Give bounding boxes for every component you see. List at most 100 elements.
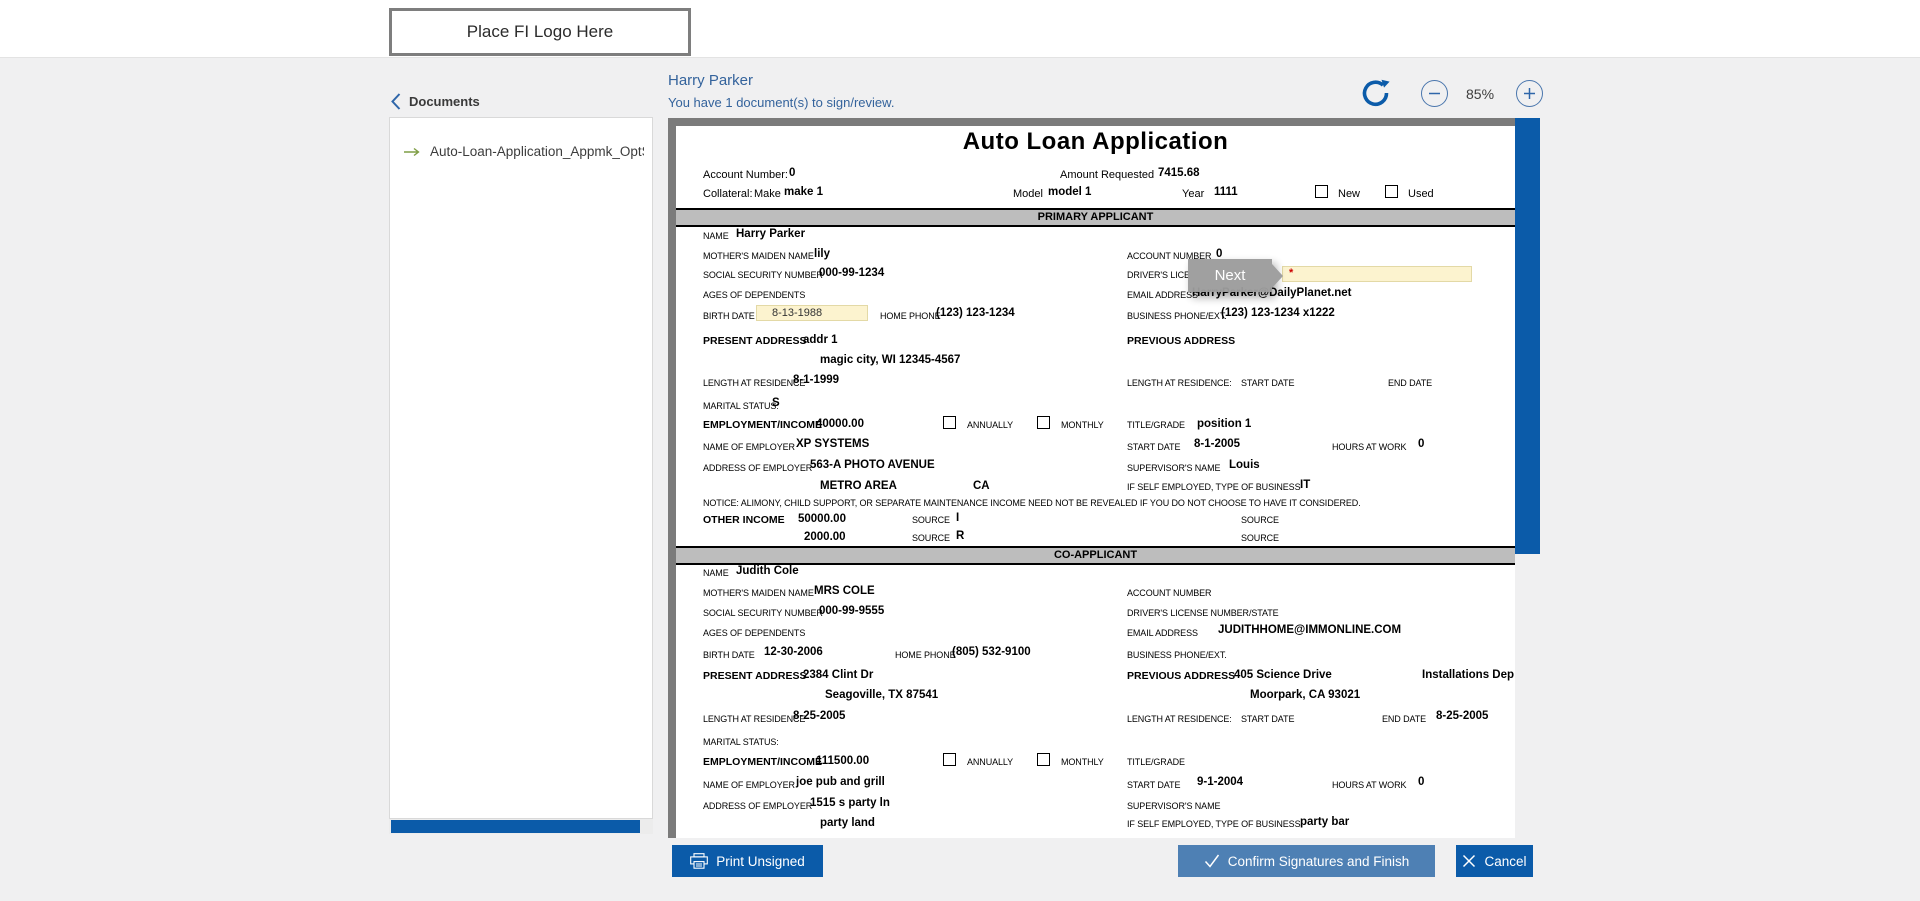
print-unsigned-button[interactable]: Print Unsigned: [672, 845, 823, 877]
model-label: Model: [1013, 188, 1043, 200]
co-income: 111500.00: [816, 755, 870, 767]
documents-back-button[interactable]: Documents: [391, 93, 480, 110]
self-employed-label: IF SELF EMPLOYED, TYPE OF BUSINESS: [1127, 482, 1301, 492]
length-at-residence-label: LENGTH AT RESIDENCE: [703, 378, 806, 388]
primary-applicant-band: PRIMARY APPLICANT: [676, 208, 1515, 227]
address-of-employer-label: ADDRESS OF EMPLOYER: [703, 463, 813, 473]
cancel-button[interactable]: Cancel: [1456, 845, 1533, 877]
co-email: JUDITHHOME@IMMONLINE.COM: [1218, 624, 1402, 636]
co-email-label: EMAIL ADDRESS: [1127, 628, 1198, 638]
fi-logo-placeholder: Place FI Logo Here: [389, 8, 691, 56]
co-employer-label: NAME OF EMPLOYER: [703, 780, 795, 790]
make-label: Make: [754, 188, 781, 200]
document-list-item[interactable]: Auto-Loan-Application_Appmk_OptS: [404, 144, 644, 159]
primary-supervisor: Louis: [1229, 459, 1260, 471]
co-present-address-label: PRESENT ADDRESS: [703, 670, 807, 682]
year-value: 1111: [1214, 186, 1238, 198]
make-value: make 1: [784, 186, 824, 198]
primary-home-phone: (123) 123-1234: [936, 307, 1015, 319]
co-employer: joe pub and grill: [796, 776, 885, 788]
alimony-notice: NOTICE: ALIMONY, CHILD SUPPORT, OR SEPAR…: [703, 498, 1361, 508]
employment-income-label: EMPLOYMENT/INCOME: [703, 419, 823, 431]
confirm-signatures-button[interactable]: Confirm Signatures and Finish: [1178, 845, 1435, 877]
home-phone-label: HOME PHONE: [880, 311, 941, 321]
marital-status-label: MARITAL STATUS:: [703, 401, 779, 411]
required-asterisk: *: [1289, 267, 1294, 279]
annually-label: ANNUALLY: [967, 420, 1014, 430]
co-present-address: 2384 Clint Dr: [803, 669, 874, 681]
source-label-4: SOURCE: [1241, 533, 1279, 543]
co-home-phone: (805) 532-9100: [952, 646, 1031, 658]
amount-requested-label: Amount Requested: [1060, 169, 1155, 181]
present-address-label: PRESENT ADDRESS: [703, 335, 807, 347]
model-value: model 1: [1048, 186, 1092, 198]
co-employment-label: EMPLOYMENT/INCOME: [703, 756, 823, 768]
co-self-employed-type: party bar: [1300, 816, 1350, 828]
viewer-vertical-scrollbar-thumb[interactable]: [1515, 118, 1540, 554]
collateral-label: Collateral:: [703, 188, 753, 200]
co-employer-address-label: ADDRESS OF EMPLOYER: [703, 801, 813, 811]
co-hours-at-work: 0: [1418, 776, 1425, 788]
co-hours-label: HOURS AT WORK: [1332, 780, 1407, 790]
primary-hours-at-work: 0: [1418, 438, 1425, 450]
primary-length-at-residence: 8-1-1999: [793, 374, 840, 386]
co-previous-address: 405 Science Drive: [1234, 669, 1332, 681]
sidebar-horizontal-scrollbar-thumb[interactable]: [391, 820, 640, 833]
zoom-out-button[interactable]: [1421, 80, 1448, 107]
signer-name: Harry Parker: [668, 72, 754, 89]
primary-business-phone: (123) 123-1234 x1222: [1221, 307, 1335, 319]
co-ssn-label: SOCIAL SECURITY NUMBER: [703, 608, 823, 618]
business-phone-label: BUSINESS PHONE/EXT.: [1127, 311, 1227, 321]
name-label: NAME: [703, 231, 729, 241]
name-of-employer-label: NAME OF EMPLOYER: [703, 442, 795, 452]
zoom-in-button[interactable]: [1516, 80, 1543, 107]
co-end-date-label: END DATE: [1382, 714, 1427, 724]
co-length-label: LENGTH AT RESIDENCE: [703, 714, 806, 724]
source-label-1: SOURCE: [912, 515, 950, 525]
co-annually-checkbox[interactable]: [943, 753, 956, 766]
co-present-address-2: Seagoville, TX 87541: [825, 689, 939, 701]
account-number-label: Account Number:: [703, 169, 788, 181]
co-supervisor-label: SUPERVISOR'S NAME: [1127, 801, 1221, 811]
primary-birth-date-field[interactable]: [756, 305, 868, 321]
checkmark-icon: [1204, 854, 1219, 868]
maiden-name-label: MOTHER'S MAIDEN NAME: [703, 251, 814, 261]
co-length-label-2: LENGTH AT RESIDENCE:: [1127, 714, 1232, 724]
chevron-left-icon: [391, 93, 401, 110]
sidebar-horizontal-scrollbar-track[interactable]: [389, 819, 653, 834]
minus-icon: [1429, 92, 1440, 95]
co-name-label: NAME: [703, 568, 729, 578]
next-field-button[interactable]: Next: [1188, 259, 1283, 292]
account-number-label-2: ACCOUNT NUMBER: [1127, 251, 1212, 261]
primary-drivers-license-field[interactable]: [1282, 266, 1472, 282]
used-checkbox[interactable]: [1385, 185, 1398, 198]
co-ages-label: AGES OF DEPENDENTS: [703, 628, 806, 638]
amount-requested-value: 7415.68: [1158, 167, 1200, 179]
refresh-icon[interactable]: [1360, 77, 1392, 109]
viewer-left-edge: [668, 126, 676, 838]
fi-logo-text: Place FI Logo Here: [466, 22, 614, 41]
primary-marital-status: S: [772, 397, 780, 409]
co-maiden-label: MOTHER'S MAIDEN NAME: [703, 588, 814, 598]
previous-address-label: PREVIOUS ADDRESS: [1127, 335, 1236, 347]
co-length-at-residence: 8-25-2005: [793, 710, 846, 722]
primary-maiden-name: lily: [814, 248, 830, 260]
title-grade-label: TITLE/GRADE: [1127, 420, 1185, 430]
top-bar: Place FI Logo Here: [0, 0, 1920, 58]
primary-other-income-1: 50000.00: [798, 513, 846, 525]
co-birth-date-label: BIRTH DATE: [703, 650, 755, 660]
year-label: Year: [1182, 188, 1205, 200]
co-self-employed-label: IF SELF EMPLOYED, TYPE OF BUSINESS: [1127, 819, 1301, 829]
viewer-top-scrollbar[interactable]: [668, 118, 1515, 126]
used-label: Used: [1408, 188, 1434, 200]
primary-name: Harry Parker: [736, 228, 806, 240]
document-page: Auto Loan Application Account Number: 0 …: [676, 126, 1515, 838]
new-checkbox[interactable]: [1315, 185, 1328, 198]
ssn-label: SOCIAL SECURITY NUMBER: [703, 270, 823, 280]
supervisor-label: SUPERVISOR'S NAME: [1127, 463, 1221, 473]
primary-annually-checkbox[interactable]: [943, 416, 956, 429]
primary-employer-address: 563-A PHOTO AVENUE: [810, 459, 935, 471]
start-date-label-2: START DATE: [1127, 442, 1181, 452]
primary-monthly-checkbox[interactable]: [1037, 416, 1050, 429]
co-monthly-checkbox[interactable]: [1037, 753, 1050, 766]
